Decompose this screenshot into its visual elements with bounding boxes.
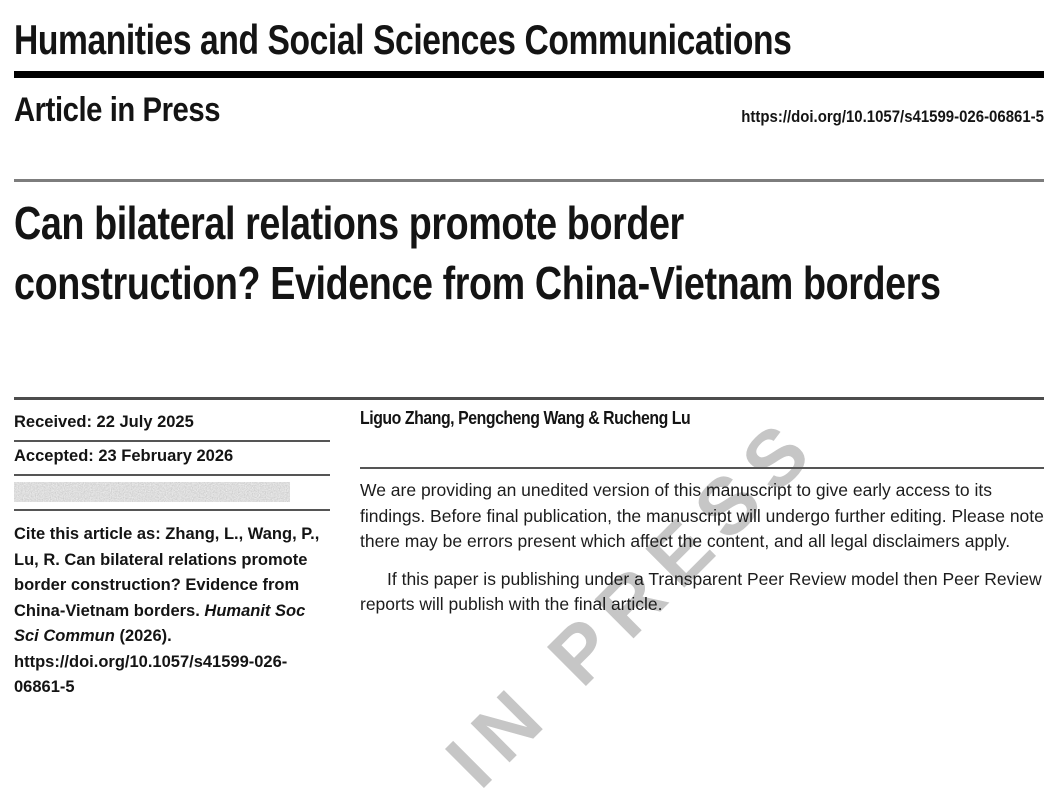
doi-link-text: https://doi.org/10.1057/s41599-026-06861… [741,106,1044,126]
doi-link[interactable]: https://doi.org/10.1057/s41599-026-06861… [700,107,1044,127]
citation-prefix: Cite this article as: Zhang, L., Wang, P… [14,525,320,620]
received-date-text: Received: 22 July 2025 [14,413,194,432]
article-in-press-header: Article in Press https://doi.org/10.1057… [14,89,1044,127]
article-title: Can bilateral relations promote border c… [14,193,1044,313]
journal-name: Humanities and Social Sciences Communica… [14,16,792,63]
author-list-text: Liguo Zhang, Pengcheng Wang & Rucheng Lu [360,408,691,429]
metadata-columns: Received: 22 July 2025 Accepted: 23 Febr… [14,408,1044,701]
journal-masthead: Humanities and Social Sciences Communica… [14,0,1044,64]
citation-journal-abbrev: Humanit Soc Sci Commun [14,601,306,646]
author-list: Liguo Zhang, Pengcheng Wang & Rucheng Lu [360,408,1044,430]
article-in-press-page: Humanities and Social Sciences Communica… [14,0,1044,696]
header-divider-rule [14,179,1044,183]
article-title-line2: construction? Evidence from China-Vietna… [14,257,941,310]
accepted-date-text: Accepted: 23 February 2026 [14,447,234,466]
unedited-notice-paragraph: We are providing an unedited version of … [360,480,1044,552]
article-main-panel: Liguo Zhang, Pengcheng Wang & Rucheng Lu… [360,408,1044,701]
citation-block: Cite this article as: Zhang, L., Wang, P… [14,522,330,701]
section-label-text: Article in Press [14,91,221,130]
received-date: Received: 22 July 2025 [14,408,330,443]
accepted-date: Accepted: 23 February 2026 [14,442,330,477]
redacted-noise-block [14,482,290,503]
article-title-line1: Can bilateral relations promote border [14,197,684,250]
authors-divider-rule [360,466,1044,470]
redacted-block-row [14,476,330,512]
section-label: Article in Press [14,93,254,127]
masthead-rule [14,71,1044,79]
peer-review-notice-paragraph: If this paper is publishing under a Tran… [360,568,1042,615]
columns-top-rule [14,397,1044,401]
metadata-sidebar: Received: 22 July 2025 Accepted: 23 Febr… [14,408,330,701]
